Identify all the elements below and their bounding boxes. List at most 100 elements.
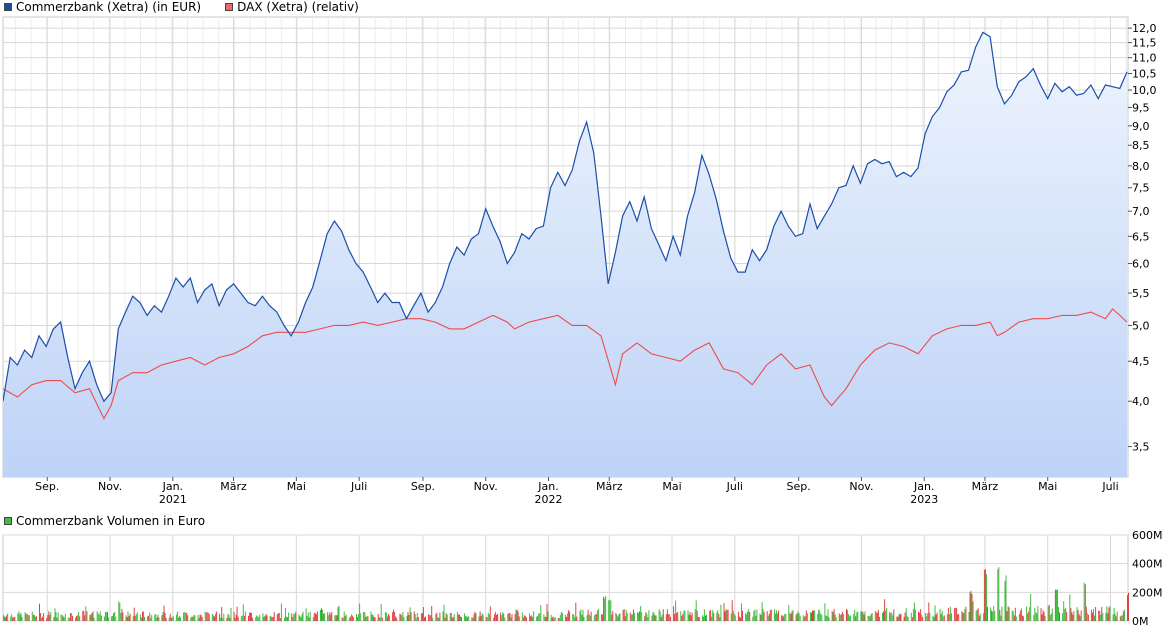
volume-bar — [680, 611, 682, 621]
volume-bar — [1040, 608, 1042, 621]
volume-bar — [529, 613, 530, 621]
volume-bar — [359, 603, 361, 621]
volume-bar — [878, 616, 880, 621]
volume-bar — [330, 614, 332, 621]
volume-bar — [921, 614, 923, 621]
volume-bar — [850, 615, 852, 621]
volume-bar — [26, 613, 28, 621]
volume-bar — [229, 617, 231, 621]
volume-bar — [401, 615, 403, 621]
volume-bar — [884, 599, 886, 621]
volume-bar — [104, 611, 106, 621]
volume-bar — [545, 616, 547, 621]
y-tick-label: 4,5 — [1132, 355, 1150, 368]
volume-bar — [777, 613, 778, 621]
volume-bar — [610, 600, 612, 621]
volume-bar — [943, 615, 945, 621]
volume-bar — [838, 613, 840, 621]
volume-bar — [194, 615, 196, 621]
volume-bar — [443, 604, 445, 621]
volume-bar — [1022, 615, 1023, 621]
volume-bar — [646, 613, 648, 621]
volume-bar — [846, 609, 847, 621]
volume-bar — [179, 615, 180, 621]
volume-bar — [575, 602, 577, 621]
volume-bar — [742, 610, 743, 621]
volume-bar — [978, 615, 980, 621]
volume-bar — [288, 612, 290, 621]
x-tick-label: Nov. — [474, 480, 498, 493]
volume-bar — [86, 611, 88, 621]
volume-bar — [1105, 612, 1107, 621]
volume-bar — [834, 614, 836, 621]
volume-bar — [984, 569, 986, 621]
y-tick-label: 3,5 — [1132, 441, 1150, 454]
volume-bar — [93, 617, 95, 621]
volume-bar — [140, 617, 142, 621]
volume-bar — [1073, 610, 1075, 621]
volume-bar — [271, 617, 273, 621]
volume-bar — [187, 615, 189, 621]
y-tick-label: 11,5 — [1132, 37, 1157, 50]
volume-bar — [709, 610, 711, 621]
volume-bar — [380, 603, 382, 621]
volume-bar — [321, 608, 322, 621]
volume-bar — [1128, 592, 1129, 621]
volume-bar — [603, 596, 605, 621]
volume-bar — [948, 614, 950, 621]
volume-bar — [939, 608, 941, 621]
volume-bar — [142, 611, 143, 621]
volume-bar — [234, 618, 236, 621]
volume-bar — [867, 615, 869, 621]
volume-bar — [1056, 589, 1057, 621]
volume-bar — [360, 613, 362, 621]
volume-bar — [12, 617, 14, 621]
x-tick-label: Jan. — [913, 480, 934, 493]
volume-bar — [128, 615, 130, 621]
volume-bar — [609, 600, 611, 621]
volume-bar — [10, 616, 12, 621]
volume-bar — [472, 617, 474, 621]
volume-axes: 0M 200M 400M 600M — [1132, 529, 1163, 628]
volume-bar — [315, 614, 317, 621]
volume-bar — [857, 611, 859, 621]
volume-bar — [302, 611, 304, 621]
volume-bar — [372, 614, 374, 621]
volume-bar — [907, 617, 909, 621]
volume-bar — [589, 615, 591, 621]
volume-bar — [5, 617, 7, 621]
volume-bar — [258, 617, 260, 621]
volume-bar — [103, 616, 105, 621]
volume-bar — [70, 613, 72, 621]
volume-bar — [926, 615, 928, 621]
volume-bar — [1084, 584, 1086, 621]
volume-bar — [870, 613, 872, 621]
volume-bar — [1004, 580, 1006, 621]
volume-bar — [1101, 607, 1103, 621]
volume-bar — [450, 612, 452, 621]
volume-bar — [31, 611, 33, 621]
volume-bar — [420, 613, 422, 621]
volume-bar — [552, 616, 554, 621]
volume-bar — [233, 612, 235, 621]
volume-bar — [790, 614, 792, 621]
volume-bar — [314, 613, 316, 621]
volume-bar — [756, 609, 758, 621]
volume-bar — [208, 614, 210, 621]
volume-bar — [676, 613, 678, 621]
volume-bar — [439, 612, 441, 621]
volume-bar — [641, 612, 643, 621]
x-tick-label: Mai — [1038, 480, 1057, 493]
volume-bar — [475, 613, 477, 621]
volume-bar — [503, 613, 505, 621]
volume-bar — [856, 612, 858, 621]
volume-bar — [374, 617, 376, 621]
x-tick-label: Mai — [662, 480, 681, 493]
volume-bar — [1077, 609, 1079, 621]
volume-bar — [647, 617, 649, 621]
volume-bar — [165, 618, 167, 621]
volume-bar — [941, 610, 943, 621]
volume-bar — [723, 603, 725, 621]
volume-bar — [211, 613, 213, 621]
volume-bar — [384, 612, 386, 621]
